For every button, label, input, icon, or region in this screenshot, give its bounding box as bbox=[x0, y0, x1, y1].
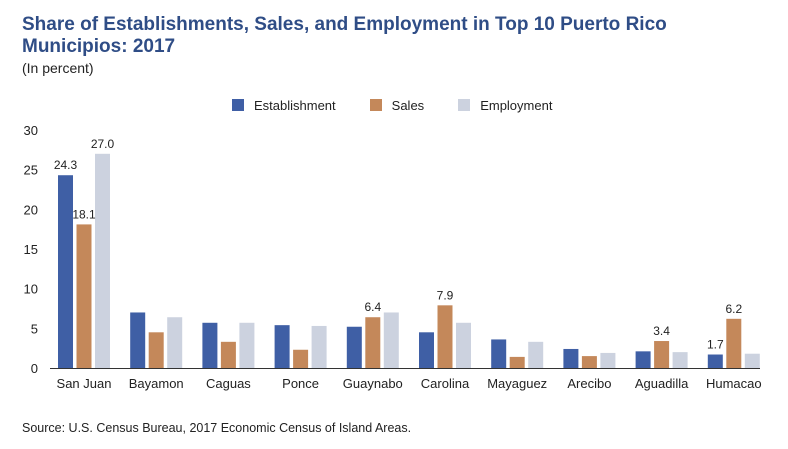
bar-sales-caguas bbox=[220, 341, 236, 368]
bar-establishment-guaynabo bbox=[346, 326, 362, 368]
bar-employment-arecibo bbox=[600, 352, 616, 368]
legend-label-sales: Sales bbox=[391, 97, 425, 113]
bar-employment-mayaguez bbox=[528, 341, 544, 368]
x-tick-label: Aguadilla bbox=[635, 376, 689, 391]
data-label: 6.4 bbox=[364, 300, 381, 314]
legend-swatch-sales bbox=[369, 99, 382, 111]
bar-sales-guaynabo bbox=[365, 317, 381, 368]
legend-label-employment: Employment bbox=[480, 97, 553, 113]
bar-employment-ponce bbox=[311, 325, 327, 368]
bar-employment-carolina bbox=[456, 322, 471, 368]
bar-establishment-caguas bbox=[202, 322, 218, 368]
legend-item-employment: Employment bbox=[458, 98, 552, 113]
x-tick-label: Guaynabo bbox=[343, 376, 403, 391]
bar-sales-carolina bbox=[437, 305, 453, 368]
x-tick-label: Humacao bbox=[706, 376, 762, 391]
y-tick-label: 20 bbox=[24, 202, 38, 217]
bar-establishment-san-juan bbox=[58, 175, 73, 368]
x-tick-label: San Juan bbox=[57, 376, 112, 391]
bar-establishment-bayamon bbox=[130, 312, 146, 368]
bar-establishment-arecibo bbox=[563, 348, 579, 368]
bar-employment-humacao bbox=[744, 353, 760, 368]
y-tick-label: 10 bbox=[24, 282, 38, 297]
legend-label-establishment: Establishment bbox=[254, 97, 336, 113]
bar-sales-san-juan bbox=[76, 224, 92, 368]
legend-swatch-establishment bbox=[232, 99, 244, 111]
bar-sales-bayamon bbox=[148, 332, 164, 368]
y-tick-label: 15 bbox=[24, 242, 38, 257]
bar-establishment-carolina bbox=[419, 332, 434, 368]
data-label: 7.9 bbox=[437, 288, 454, 302]
y-tick-label: 0 bbox=[31, 361, 38, 376]
bar-sales-humacao bbox=[726, 318, 742, 368]
data-label: 27.0 bbox=[91, 137, 115, 151]
x-tick-label: Ponce bbox=[282, 376, 319, 391]
bar-establishment-ponce bbox=[274, 325, 290, 368]
data-label: 24.3 bbox=[54, 158, 78, 172]
legend-swatch-employment bbox=[458, 99, 471, 111]
chart-title: Share of Establishments, Sales, and Empl… bbox=[22, 14, 667, 57]
data-label: 18.1 bbox=[72, 207, 96, 221]
bar-employment-caguas bbox=[239, 322, 255, 368]
bar-employment-guaynabo bbox=[383, 312, 399, 368]
bar-establishment-humacao bbox=[707, 354, 723, 368]
data-label: 6.2 bbox=[725, 302, 742, 316]
x-tick-label: Carolina bbox=[421, 376, 470, 391]
bar-sales-arecibo bbox=[581, 356, 597, 368]
x-tick-label: Arecibo bbox=[567, 376, 611, 391]
chart-subtitle: (In percent) bbox=[22, 60, 94, 76]
x-tick-label: Caguas bbox=[206, 376, 251, 391]
y-tick-label: 5 bbox=[31, 321, 38, 336]
bar-employment-bayamon bbox=[167, 317, 183, 368]
bar-sales-mayaguez bbox=[509, 356, 525, 368]
bar-employment-san-juan bbox=[95, 153, 110, 368]
x-tick-label: Bayamon bbox=[129, 376, 184, 391]
y-tick-label: 30 bbox=[24, 123, 38, 138]
legend-item-sales: Sales bbox=[369, 97, 425, 113]
data-label: 1.7 bbox=[707, 338, 724, 352]
bar-establishment-aguadilla bbox=[635, 351, 651, 368]
bar-sales-aguadilla bbox=[654, 341, 670, 368]
source-note: Source: U.S. Census Bureau, 2017 Economi… bbox=[22, 421, 412, 435]
bar-sales-ponce bbox=[293, 349, 309, 368]
bar-employment-aguadilla bbox=[672, 352, 688, 368]
data-label: 3.4 bbox=[653, 324, 670, 338]
x-tick-label: Mayaguez bbox=[487, 376, 547, 391]
legend-item-establishment: Establishment bbox=[232, 98, 336, 113]
legend: Establishment Sales Employment bbox=[232, 96, 586, 114]
y-tick-label: 25 bbox=[24, 163, 38, 178]
bar-establishment-mayaguez bbox=[491, 339, 507, 368]
